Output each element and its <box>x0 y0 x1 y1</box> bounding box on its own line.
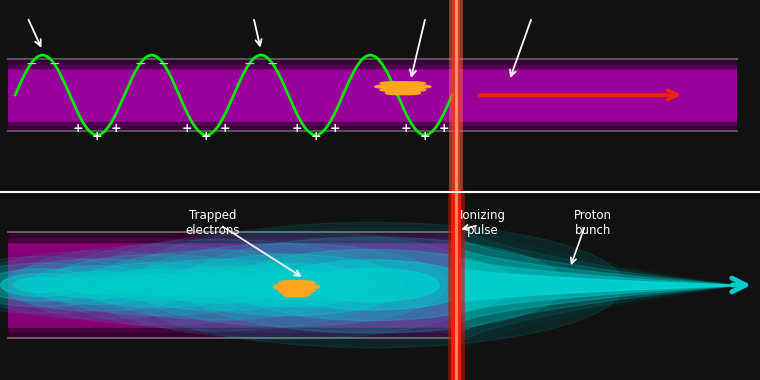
Ellipse shape <box>14 277 69 293</box>
Text: +: + <box>220 122 231 135</box>
Ellipse shape <box>0 251 224 319</box>
Text: +: + <box>310 130 321 142</box>
Text: +: + <box>439 122 449 135</box>
Circle shape <box>287 281 306 285</box>
Ellipse shape <box>123 259 317 311</box>
Circle shape <box>296 288 315 293</box>
Ellipse shape <box>180 237 565 333</box>
Ellipse shape <box>0 256 144 313</box>
Text: +: + <box>92 130 103 142</box>
Ellipse shape <box>11 245 308 325</box>
Ellipse shape <box>49 271 149 299</box>
Circle shape <box>396 85 420 88</box>
Bar <box>8 59 737 131</box>
Circle shape <box>385 92 410 95</box>
Ellipse shape <box>27 266 170 304</box>
Text: −: − <box>267 57 278 70</box>
Circle shape <box>296 281 315 285</box>
Circle shape <box>292 292 310 297</box>
Text: +: + <box>201 130 212 142</box>
Ellipse shape <box>49 239 391 331</box>
Text: Trapped
electrons: Trapped electrons <box>185 209 240 237</box>
Ellipse shape <box>100 269 219 301</box>
Circle shape <box>283 285 301 289</box>
Circle shape <box>401 89 426 91</box>
Ellipse shape <box>131 244 446 326</box>
Circle shape <box>407 85 431 88</box>
Text: +: + <box>420 130 430 142</box>
Circle shape <box>274 285 292 289</box>
Text: +: + <box>329 122 340 135</box>
Ellipse shape <box>152 267 289 303</box>
Ellipse shape <box>84 231 494 339</box>
Text: +: + <box>401 122 411 135</box>
Circle shape <box>380 82 404 85</box>
Circle shape <box>396 92 420 95</box>
Ellipse shape <box>173 254 405 316</box>
Text: Ionizing
pulse: Ionizing pulse <box>460 209 505 237</box>
Circle shape <box>287 288 306 293</box>
Circle shape <box>278 288 296 293</box>
Text: +: + <box>182 122 193 135</box>
Circle shape <box>375 85 399 88</box>
Text: +: + <box>291 122 302 135</box>
Circle shape <box>283 292 301 297</box>
Ellipse shape <box>306 268 439 302</box>
Ellipse shape <box>122 222 623 348</box>
Text: −: − <box>244 57 255 70</box>
Ellipse shape <box>272 260 473 310</box>
Circle shape <box>391 82 415 85</box>
Ellipse shape <box>46 255 273 315</box>
Ellipse shape <box>207 263 371 307</box>
Ellipse shape <box>0 263 120 307</box>
Circle shape <box>301 285 319 289</box>
Text: +: + <box>73 122 84 135</box>
Ellipse shape <box>0 269 100 301</box>
Circle shape <box>401 82 426 85</box>
Bar <box>8 232 456 338</box>
Circle shape <box>278 281 296 285</box>
Ellipse shape <box>2 259 195 311</box>
Ellipse shape <box>1 274 83 296</box>
Ellipse shape <box>75 262 243 308</box>
Text: −: − <box>25 57 37 70</box>
Text: Proton
bunch: Proton bunch <box>574 209 612 237</box>
Circle shape <box>385 85 410 88</box>
Ellipse shape <box>175 273 266 297</box>
Text: +: + <box>111 122 122 135</box>
Circle shape <box>292 285 310 289</box>
Circle shape <box>380 89 404 91</box>
Text: −: − <box>48 57 60 70</box>
Ellipse shape <box>89 250 351 320</box>
Circle shape <box>391 89 415 91</box>
Ellipse shape <box>234 271 344 299</box>
Ellipse shape <box>120 274 199 296</box>
Ellipse shape <box>65 276 132 294</box>
Text: −: − <box>157 57 169 70</box>
Text: −: − <box>135 57 146 70</box>
Ellipse shape <box>230 250 515 321</box>
